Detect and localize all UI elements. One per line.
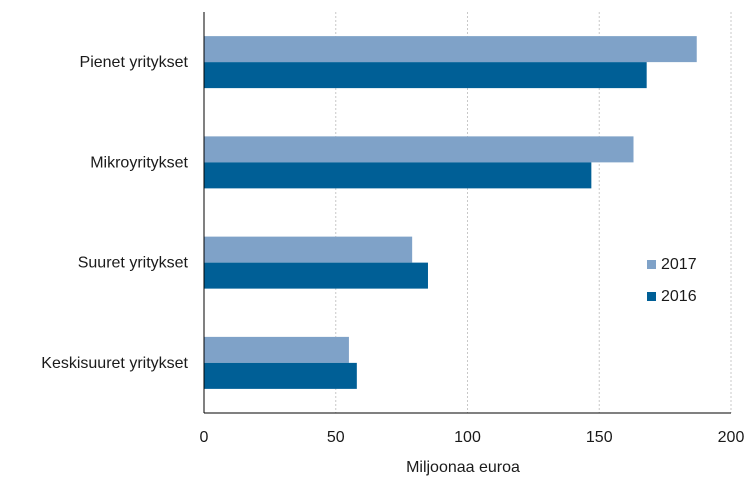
bar-2016-3 — [204, 362, 357, 389]
x-tick-labels: 0 50 100 150 200 — [200, 429, 745, 446]
legend-swatch-2016 — [647, 292, 656, 301]
x-axis-title: Miljoonaa euroa — [406, 459, 520, 476]
category-label-0: Pienet yritykset — [80, 54, 189, 71]
bar-2016-2 — [204, 262, 428, 289]
x-tick-label-50: 50 — [327, 429, 345, 446]
legend-label-2016: 2016 — [661, 288, 697, 305]
legend-swatch-2017 — [647, 260, 656, 269]
legend: 2017 2016 — [647, 256, 697, 305]
category-label-3: Keskisuuret yritykset — [41, 355, 188, 372]
bar-2017-3 — [204, 336, 349, 363]
x-tick-label-200: 200 — [718, 429, 745, 446]
category-label-1: Mikroyritykset — [90, 154, 188, 171]
category-labels: Pienet yritykset Mikroyritykset Suuret yri… — [41, 54, 188, 372]
bars — [204, 36, 697, 389]
category-label-2: Suuret yritykset — [78, 255, 189, 272]
axes — [203, 12, 731, 414]
bar-2017-2 — [204, 236, 413, 263]
legend-label-2017: 2017 — [661, 256, 697, 273]
x-tick-label-0: 0 — [200, 429, 209, 446]
x-tick-label-150: 150 — [586, 429, 613, 446]
bar-2017-1 — [204, 136, 634, 163]
x-tick-label-100: 100 — [454, 429, 481, 446]
bar-2016-1 — [204, 162, 592, 189]
bar-2017-0 — [204, 36, 697, 63]
gridlines — [335, 12, 732, 413]
bar-2016-0 — [204, 62, 647, 89]
